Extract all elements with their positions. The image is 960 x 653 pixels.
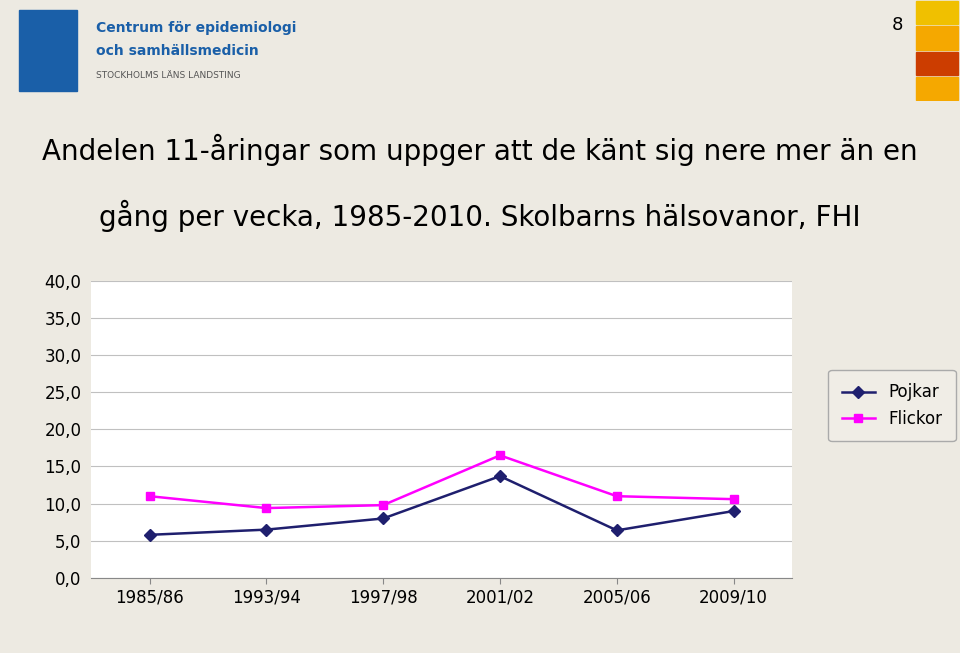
FancyBboxPatch shape <box>916 1 958 24</box>
Text: gång per vecka, 1985-2010. Skolbarns hälsovanor, FHI: gång per vecka, 1985-2010. Skolbarns häl… <box>99 199 861 232</box>
Text: 8: 8 <box>892 16 903 35</box>
Text: STOCKHOLMS LÄNS LANDSTING: STOCKHOLMS LÄNS LANDSTING <box>96 71 241 80</box>
FancyBboxPatch shape <box>19 10 77 91</box>
Text: och samhällsmedicin: och samhällsmedicin <box>96 44 259 57</box>
FancyBboxPatch shape <box>916 77 958 100</box>
FancyBboxPatch shape <box>916 26 958 50</box>
Text: Centrum för epidemiologi: Centrum för epidemiologi <box>96 22 297 35</box>
Legend: Pojkar, Flickor: Pojkar, Flickor <box>828 370 956 441</box>
Text: Andelen 11-åringar som uppger att de känt sig nere mer än en: Andelen 11-åringar som uppger att de kän… <box>42 134 918 167</box>
FancyBboxPatch shape <box>916 52 958 75</box>
